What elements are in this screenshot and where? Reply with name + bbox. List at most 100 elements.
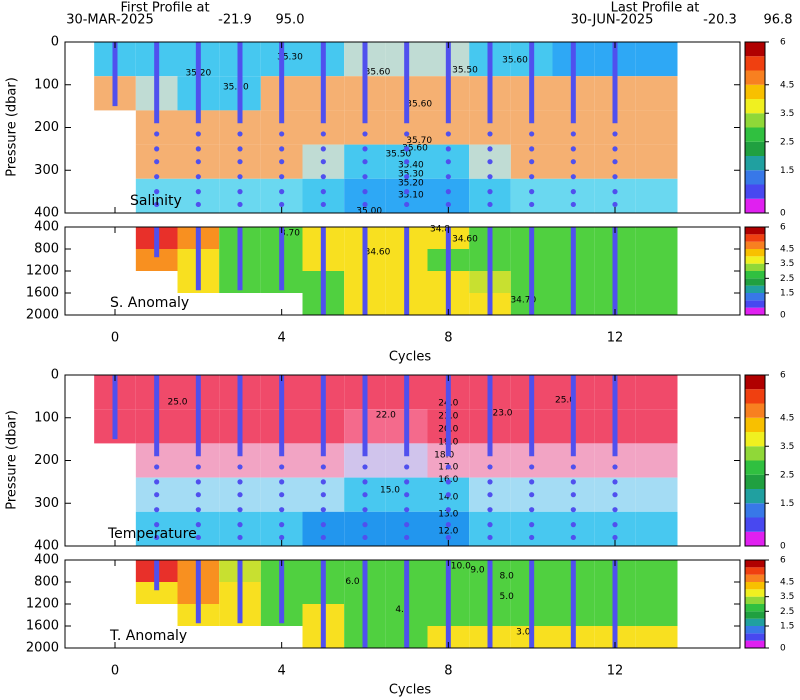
colorbar-segment — [745, 611, 765, 619]
field-cell — [635, 249, 678, 271]
colorbar-tick-label: 4.5 — [780, 413, 794, 423]
x-axis-label: Cycles — [389, 683, 432, 698]
profile-dot — [570, 159, 576, 165]
profile-dot — [237, 507, 243, 513]
colorbar-segment — [745, 474, 765, 489]
profile-dot — [279, 159, 285, 165]
colorbar-segment — [745, 633, 765, 641]
profile-dot — [279, 146, 285, 152]
colorbar-segment — [745, 446, 765, 461]
profile-dot — [279, 464, 285, 470]
profile-dot — [487, 534, 493, 541]
colorbar-segment — [745, 626, 765, 634]
profile-dot — [320, 174, 326, 180]
last-profile-label: Last Profile at — [611, 1, 700, 16]
profile-dot — [612, 201, 618, 208]
profile-dot — [487, 492, 493, 498]
profile-dot — [570, 189, 576, 195]
profile-dot — [487, 131, 493, 137]
profile-dot — [195, 479, 201, 485]
colorbar-tick-label: 4.5 — [780, 245, 794, 255]
profile-dot — [320, 159, 326, 165]
field-cell — [510, 178, 553, 213]
field-cell — [385, 511, 428, 546]
colorbar-tick-label: 3.5 — [780, 259, 794, 269]
colorbar-segment — [745, 300, 765, 308]
colorbar-segment — [745, 596, 765, 604]
colorbar-segment — [745, 460, 765, 475]
profile-dot — [195, 159, 201, 165]
colorbar-tick-label: 2.5 — [780, 137, 794, 147]
profile-dot — [237, 131, 243, 137]
field-cell — [552, 511, 595, 546]
profile-dot — [279, 492, 285, 498]
profile-dot — [362, 189, 368, 195]
colorbar-segment — [745, 531, 765, 546]
colorbar-tick-label: 6 — [780, 371, 786, 381]
colorbar-tick-label: 1.5 — [780, 499, 794, 509]
profile-dot — [237, 479, 243, 485]
profile-dot — [445, 534, 451, 541]
contour-label: 35.60 — [402, 144, 428, 154]
y-tick-label: 1600 — [26, 286, 59, 301]
profile-dot — [612, 492, 618, 498]
panel-title: Temperature — [107, 526, 197, 542]
profile-dot — [612, 522, 618, 528]
field-cell — [469, 178, 511, 213]
profile-dot — [237, 534, 243, 541]
contour-label: 23.0 — [492, 409, 512, 419]
x-tick-label: 12 — [607, 664, 624, 679]
field-cell — [177, 178, 220, 213]
contour-label: 8.0 — [500, 571, 515, 581]
contour-label: 22.0 — [376, 411, 396, 421]
contour-label: 35.20 — [398, 179, 424, 189]
colorbar-segment — [745, 170, 765, 185]
profile-dot — [154, 492, 160, 498]
y-tick-label: 100 — [34, 77, 59, 92]
colorbar-segment — [745, 517, 765, 532]
profile-dot — [612, 189, 618, 195]
colorbar-tick-label: 1.5 — [780, 622, 794, 632]
y-tick-label: 100 — [34, 410, 59, 425]
profile-dot — [529, 522, 535, 528]
first-profile-label: First Profile at — [120, 1, 209, 16]
profile-dot — [279, 201, 285, 208]
colorbar-segment — [745, 141, 765, 156]
field-cell — [302, 511, 345, 546]
colorbar-segment — [745, 604, 765, 612]
colorbar-segment — [745, 589, 765, 597]
profile-dot — [362, 464, 368, 470]
profile-dot — [195, 189, 201, 195]
profile-dot — [445, 492, 451, 498]
profile-dot — [529, 201, 535, 208]
field-cell — [635, 582, 678, 604]
last-date: 30-JUN-2025 — [571, 13, 654, 28]
profile-dot — [195, 131, 201, 137]
field-cell — [135, 249, 178, 271]
colorbar-segment — [745, 263, 765, 271]
y-tick-label: 400 — [34, 220, 59, 235]
profile-dot — [279, 131, 285, 137]
profile-dot — [195, 174, 201, 180]
colorbar-segment — [745, 84, 765, 99]
colorbar-segment — [745, 234, 765, 242]
profile-dot — [362, 146, 368, 152]
colorbar-segment — [745, 127, 765, 142]
profile-dot — [320, 479, 326, 485]
profile-dot — [570, 174, 576, 180]
profile-dot — [320, 131, 326, 137]
profile-dot — [445, 507, 451, 513]
first-lon: 95.0 — [276, 13, 305, 28]
field-cell — [135, 178, 178, 213]
field-cell — [635, 511, 678, 546]
profile-dot — [487, 174, 493, 180]
profile-dot — [154, 189, 160, 195]
y-tick-label: 2000 — [26, 308, 59, 323]
profile-dot — [612, 131, 618, 137]
profile-dot — [362, 507, 368, 513]
profile-dot — [237, 201, 243, 208]
profile-dot — [320, 146, 326, 152]
profile-dot — [529, 159, 535, 165]
colorbar-frame — [744, 41, 766, 214]
